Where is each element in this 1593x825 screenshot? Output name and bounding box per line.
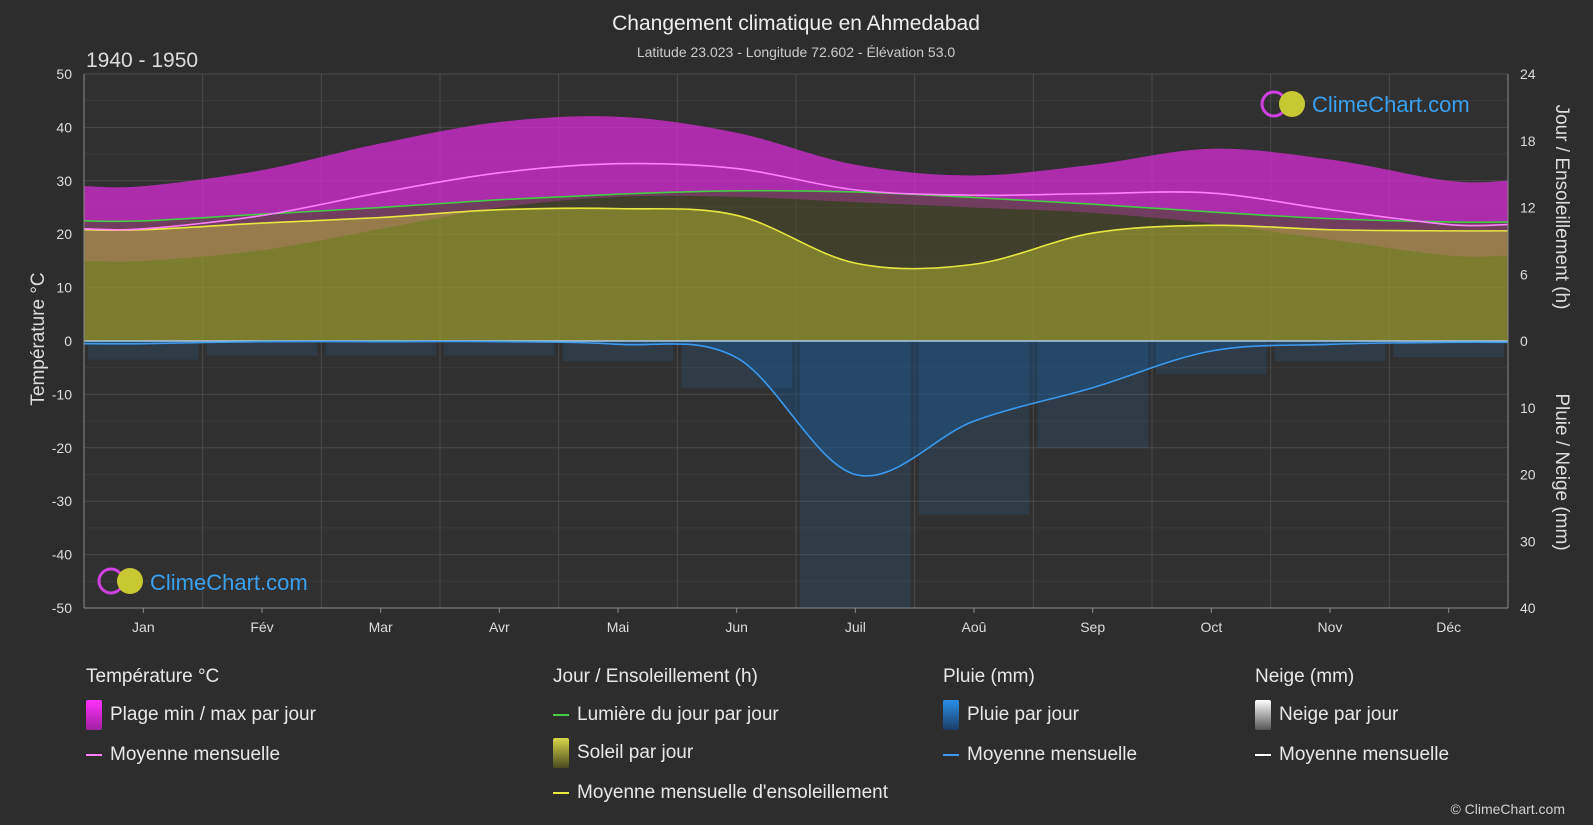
- x-tick-label: Juil: [845, 619, 866, 635]
- logo-text: ClimeChart.com: [1312, 92, 1470, 117]
- y-left-tick: 40: [56, 119, 72, 135]
- chart-subtitle: Latitude 23.023 - Longitude 72.602 - Élé…: [637, 44, 956, 60]
- y-left-tick: -50: [52, 600, 72, 616]
- y-left-tick: -40: [52, 547, 72, 563]
- x-tick-label: Aoû: [962, 619, 987, 635]
- y-right-bottom-tick: 10: [1520, 400, 1536, 416]
- y-left-tick: 20: [56, 226, 72, 242]
- x-tick-label: Sep: [1080, 619, 1105, 635]
- x-tick-label: Fév: [250, 619, 273, 635]
- rain-bar: [88, 341, 199, 360]
- y-left-tick: -10: [52, 386, 72, 402]
- sunshine-mean-line: [83, 207, 1509, 270]
- y-left-tick: 50: [56, 66, 72, 82]
- y-right-top-tick: 6: [1520, 266, 1528, 282]
- x-tick-label: Mar: [369, 619, 393, 635]
- logo-text: ClimeChart.com: [150, 570, 308, 595]
- x-tick-label: Avr: [489, 619, 510, 635]
- y-left-tick: -30: [52, 493, 72, 509]
- y-right-bottom-tick: 20: [1520, 467, 1536, 483]
- rain-bar: [206, 341, 318, 356]
- rain-bar: [444, 341, 555, 356]
- rain-bar: [1274, 341, 1386, 362]
- temp-mean-line: [83, 162, 1509, 231]
- y-left-tick: -20: [52, 440, 72, 456]
- logo-sun-icon: [117, 568, 143, 594]
- rain-mean-line: [83, 340, 1509, 477]
- y-right-bottom-tick: 40: [1520, 600, 1536, 616]
- x-tick-label: Oct: [1200, 619, 1222, 635]
- y-right-bottom-tick: 30: [1520, 533, 1536, 549]
- x-tick-label: Jan: [132, 619, 155, 635]
- daylight-line: [83, 189, 1509, 224]
- rain-area: [84, 341, 1508, 476]
- logo-bottom[interactable]: ClimeChart.com: [97, 567, 308, 595]
- x-tick-label: Nov: [1318, 619, 1343, 635]
- rain-bar: [1037, 341, 1148, 448]
- y-right-top-tick: 24: [1520, 66, 1536, 82]
- sunshine-area: [84, 208, 1508, 341]
- y-left-tick: 30: [56, 173, 72, 189]
- y-left-label: Température °C: [28, 272, 49, 405]
- rain-bar: [325, 341, 436, 356]
- y-right-top-tick: 18: [1520, 133, 1536, 149]
- x-tick-label: Mai: [607, 619, 630, 635]
- x-tick-label: Jun: [725, 619, 748, 635]
- rain-bar: [562, 341, 674, 362]
- y-right-top-tick: 12: [1520, 200, 1536, 216]
- y-right-bottom-label: Pluie / Neige (mm): [1551, 393, 1572, 550]
- logo-sun-icon: [1279, 91, 1305, 117]
- rain-bar: [681, 341, 792, 388]
- daylight-area: [84, 190, 1508, 341]
- rain-bar: [918, 341, 1030, 515]
- x-tick-label: Déc: [1436, 619, 1461, 635]
- temp-range-band: [84, 116, 1508, 262]
- logo-top[interactable]: ClimeChart.com: [1260, 90, 1470, 118]
- rain-bar: [1393, 341, 1504, 358]
- y-right-top-label: Jour / Ensoleillement (h): [1551, 105, 1572, 310]
- period-label: 1940 - 1950: [86, 49, 198, 72]
- y-left-tick: 10: [56, 280, 72, 296]
- y-right-top-tick: 0: [1520, 333, 1528, 349]
- y-left-tick: 0: [64, 333, 72, 349]
- chart-title: Changement climatique en Ahmedabad: [612, 12, 980, 35]
